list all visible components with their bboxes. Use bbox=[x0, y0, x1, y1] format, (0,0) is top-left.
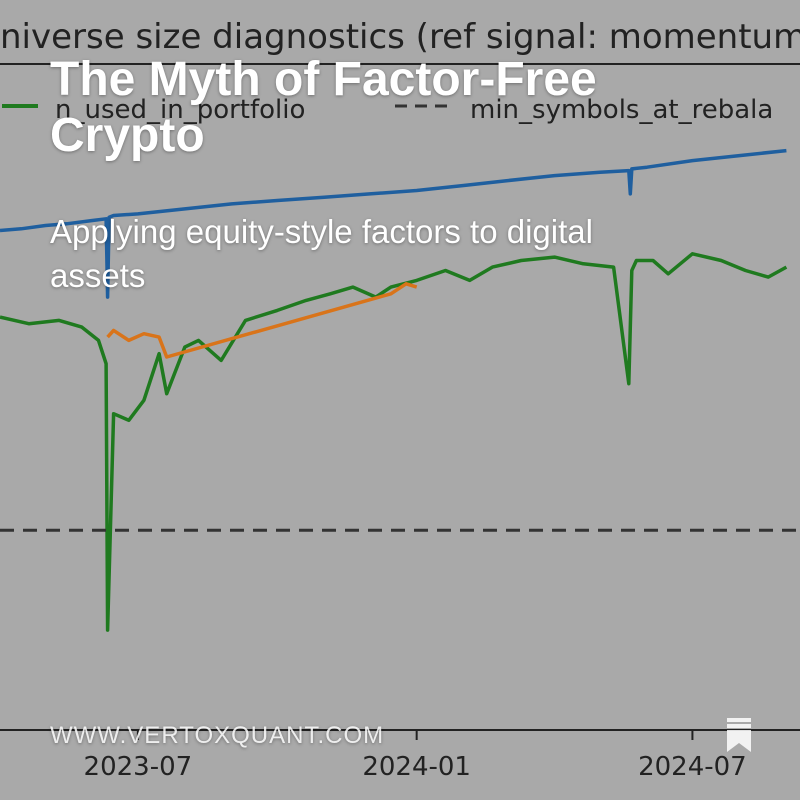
x-axis: 2023-07 2024-01 2024-07 bbox=[0, 729, 800, 782]
legend-label-1: min_symbols_at_rebala bbox=[470, 95, 773, 125]
series-layer bbox=[0, 148, 800, 632]
series-line-0 bbox=[0, 148, 787, 299]
x-tick-label-0: 2023-07 bbox=[84, 752, 193, 782]
series-line-2 bbox=[106, 282, 418, 359]
x-tick-label-1: 2024-01 bbox=[362, 752, 471, 782]
headline-title: The Myth of Factor-Free Crypto bbox=[50, 53, 597, 162]
headline-subtitle: Applying equity-style factors to digital… bbox=[50, 213, 593, 294]
chart-title: niverse size diagnostics (ref signal: mo… bbox=[0, 17, 800, 57]
website-link[interactable]: WWW.VERTOXQUANT.COM bbox=[50, 722, 385, 749]
legend: n_used_in_portfolio min_symbols_at_rebal… bbox=[2, 95, 773, 125]
bookmark-icon[interactable] bbox=[726, 718, 752, 752]
legend-label-0: n_used_in_portfolio bbox=[55, 95, 305, 125]
series-line-1 bbox=[0, 252, 788, 632]
x-tick-label-2: 2024-07 bbox=[638, 752, 747, 782]
